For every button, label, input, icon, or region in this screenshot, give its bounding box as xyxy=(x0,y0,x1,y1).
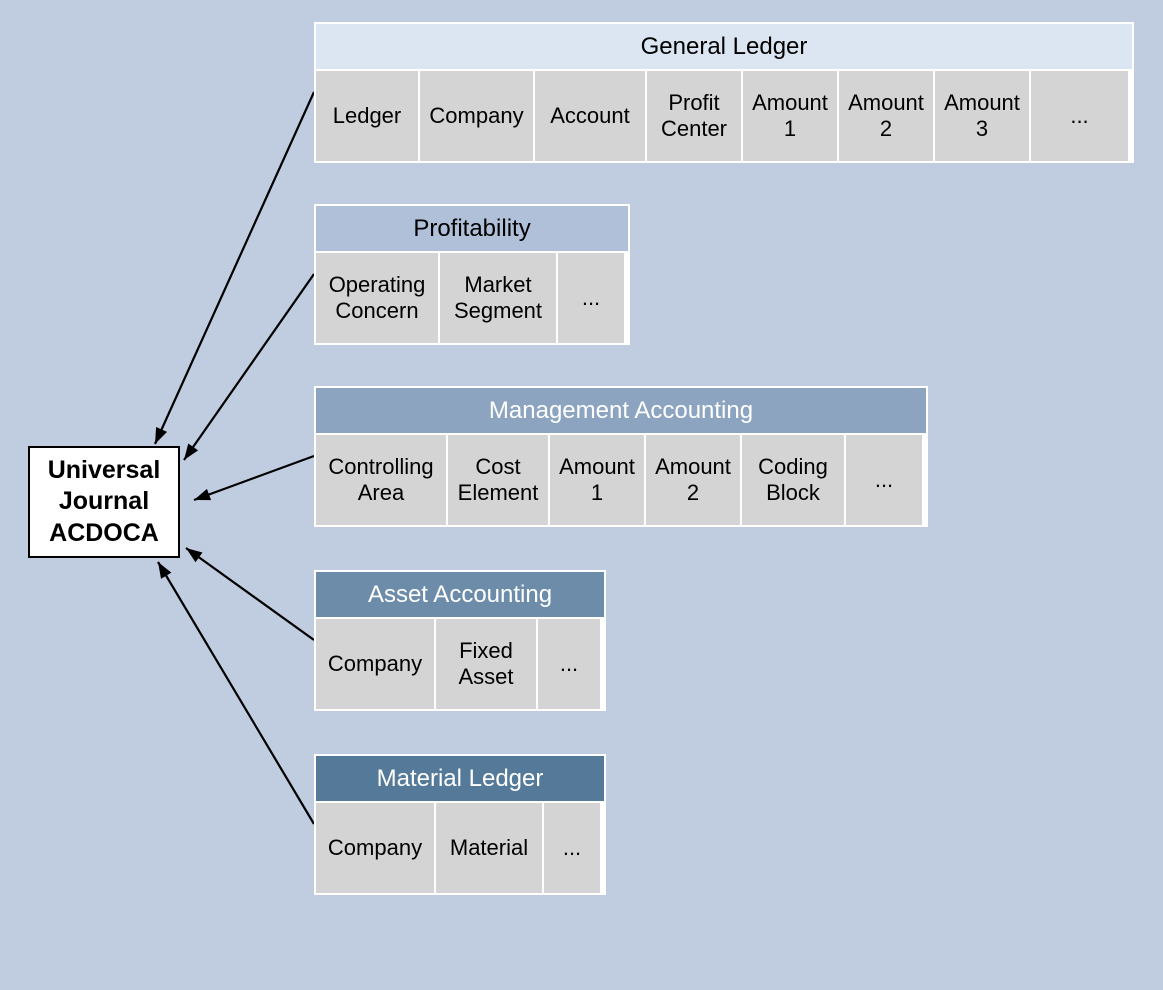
module-header: Management Accounting xyxy=(316,388,926,433)
module-cell: Amount2 xyxy=(839,69,935,161)
arrow-head xyxy=(186,548,202,562)
module-material-ledger: Material LedgerCompanyMaterial... xyxy=(314,754,606,895)
arrow-line xyxy=(155,92,314,444)
module-cell: FixedAsset xyxy=(436,617,538,709)
module-cell: Amount3 xyxy=(935,69,1031,161)
module-cells-row: ControllingAreaCostElementAmount1Amount2… xyxy=(316,433,926,525)
arrow-head xyxy=(194,489,211,500)
arrow-line xyxy=(186,548,314,640)
module-header: Profitability xyxy=(316,206,628,251)
module-cells-row: LedgerCompanyAccountProfitCenterAmount1A… xyxy=(316,69,1132,161)
target-line: Journal xyxy=(59,486,149,517)
arrow-line xyxy=(158,562,314,824)
module-cell: ... xyxy=(1031,69,1128,161)
module-cell: CodingBlock xyxy=(742,433,846,525)
universal-journal-box: UniversalJournalACDOCA xyxy=(28,446,180,558)
module-cell: Account xyxy=(535,69,647,161)
module-general-ledger: General LedgerLedgerCompanyAccountProfit… xyxy=(314,22,1134,163)
module-cells-row: CompanyFixedAsset... xyxy=(316,617,604,709)
module-cell: ... xyxy=(846,433,922,525)
module-cell: Material xyxy=(436,801,544,893)
module-cell: OperatingConcern xyxy=(316,251,440,343)
module-cell: MarketSegment xyxy=(440,251,558,343)
module-cell: ProfitCenter xyxy=(647,69,743,161)
arrow-line xyxy=(194,456,314,500)
module-cell: Amount2 xyxy=(646,433,742,525)
module-cell: ... xyxy=(558,251,624,343)
module-cell: Ledger xyxy=(316,69,420,161)
module-management-accounting: Management AccountingControllingAreaCost… xyxy=(314,386,928,527)
module-profitability: ProfitabilityOperatingConcernMarketSegme… xyxy=(314,204,630,345)
module-cells-row: CompanyMaterial... xyxy=(316,801,604,893)
module-cell: Company xyxy=(316,617,436,709)
module-asset-accounting: Asset AccountingCompanyFixedAsset... xyxy=(314,570,606,711)
module-cells-row: OperatingConcernMarketSegment... xyxy=(316,251,628,343)
module-cell: Company xyxy=(316,801,436,893)
arrow-line xyxy=(184,274,314,460)
module-cell: CostElement xyxy=(448,433,550,525)
module-cell: ... xyxy=(544,801,600,893)
arrow-head xyxy=(158,562,171,579)
module-cell: Company xyxy=(420,69,535,161)
module-header: Material Ledger xyxy=(316,756,604,801)
module-cell: ControllingArea xyxy=(316,433,448,525)
module-cell: ... xyxy=(538,617,600,709)
target-line: ACDOCA xyxy=(49,518,159,549)
module-header: General Ledger xyxy=(316,24,1132,69)
module-cell: Amount1 xyxy=(550,433,646,525)
arrow-head xyxy=(155,427,167,444)
module-header: Asset Accounting xyxy=(316,572,604,617)
target-line: Universal xyxy=(48,455,161,486)
module-cell: Amount1 xyxy=(743,69,839,161)
arrow-head xyxy=(184,443,198,460)
